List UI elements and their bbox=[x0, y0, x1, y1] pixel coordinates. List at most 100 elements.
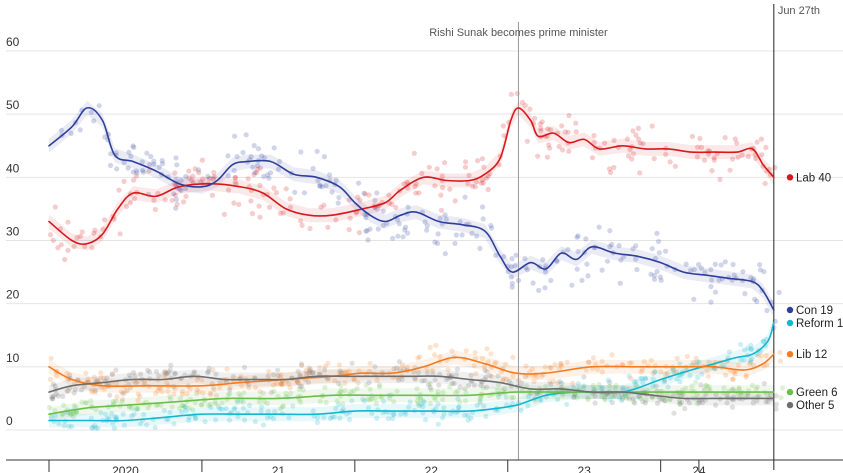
poll-dot bbox=[729, 376, 736, 383]
poll-dot bbox=[453, 232, 459, 238]
poll-dot bbox=[493, 359, 499, 365]
poll-dot bbox=[197, 179, 203, 185]
poll-dot bbox=[290, 403, 296, 409]
poll-dot bbox=[481, 164, 487, 170]
poll-dot bbox=[241, 364, 248, 370]
poll-dot bbox=[199, 157, 205, 163]
poll-dot bbox=[442, 251, 448, 257]
poll-dot bbox=[314, 419, 320, 426]
poll-dot bbox=[479, 204, 486, 210]
poll-dot bbox=[323, 400, 329, 406]
poll-dot bbox=[310, 370, 316, 376]
poll-dot bbox=[73, 409, 80, 415]
poll-dot bbox=[380, 222, 386, 229]
poll-dot bbox=[251, 172, 257, 178]
poll-dot bbox=[130, 143, 136, 149]
poll-dot bbox=[477, 400, 483, 406]
poll-dot bbox=[294, 378, 300, 384]
poll-dot bbox=[179, 403, 185, 409]
poll-dot bbox=[538, 397, 544, 403]
poll-dot bbox=[634, 266, 640, 273]
poll-dot bbox=[691, 296, 697, 302]
poll-dot bbox=[435, 231, 441, 237]
poll-dot bbox=[677, 401, 683, 408]
poll-dot bbox=[703, 391, 709, 397]
poll-dot bbox=[164, 370, 170, 377]
poll-dot bbox=[327, 415, 333, 421]
poll-dot bbox=[465, 383, 472, 389]
poll-dot bbox=[297, 372, 303, 378]
poll-dot bbox=[542, 364, 548, 370]
poll-dot bbox=[117, 231, 123, 237]
poll-dot bbox=[738, 357, 744, 363]
poll-dot bbox=[463, 348, 469, 354]
poll-dot bbox=[340, 401, 346, 407]
poll-dot bbox=[225, 173, 231, 179]
poll-dot bbox=[259, 153, 265, 159]
poll-dot bbox=[494, 387, 500, 393]
poll-dot bbox=[347, 416, 353, 423]
poll-dot bbox=[92, 387, 98, 393]
poll-dot bbox=[344, 411, 350, 417]
poll-dot bbox=[673, 369, 679, 375]
poll-dot bbox=[278, 381, 284, 387]
poll-dot bbox=[257, 389, 263, 395]
poll-dot bbox=[160, 161, 166, 167]
poll-dot bbox=[542, 285, 548, 291]
poll-dot bbox=[749, 382, 756, 388]
poll-dot bbox=[435, 401, 441, 407]
poll-dot bbox=[453, 390, 459, 396]
poll-dot bbox=[742, 291, 748, 297]
poll-dot bbox=[695, 400, 701, 407]
poll-dot bbox=[530, 280, 536, 286]
poll-dot bbox=[74, 409, 80, 415]
poll-dot bbox=[624, 136, 630, 142]
poll-dot bbox=[617, 280, 623, 286]
end-dot-lab bbox=[786, 174, 794, 181]
poll-dot bbox=[699, 400, 706, 406]
poll-dot bbox=[686, 400, 693, 406]
poll-dot bbox=[200, 176, 206, 182]
poll-dot bbox=[547, 379, 553, 385]
poll-dot bbox=[315, 415, 321, 421]
poll-dot bbox=[745, 392, 751, 398]
poll-dot bbox=[267, 414, 273, 420]
poll-dot bbox=[431, 352, 438, 358]
poll-dot bbox=[321, 154, 328, 160]
poll-dot bbox=[325, 224, 331, 230]
poll-dot bbox=[190, 407, 196, 413]
poll-dot bbox=[335, 380, 341, 386]
poll-dot bbox=[462, 398, 469, 404]
poll-dot bbox=[346, 368, 352, 374]
poll-dot bbox=[638, 395, 644, 401]
poll-dot bbox=[135, 379, 141, 385]
poll-dot bbox=[440, 415, 446, 421]
poll-dot bbox=[475, 158, 481, 164]
poll-dot bbox=[55, 393, 61, 399]
poll-dot bbox=[736, 385, 742, 391]
poll-dot bbox=[156, 164, 162, 170]
poll-dot bbox=[591, 386, 597, 392]
poll-dot bbox=[296, 386, 302, 392]
poll-dot bbox=[167, 367, 173, 373]
poll-dot bbox=[95, 425, 101, 431]
poll-dot bbox=[77, 233, 83, 239]
poll-dot bbox=[168, 362, 174, 368]
poll-dot bbox=[211, 174, 217, 180]
poll-dot bbox=[713, 391, 719, 398]
poll-dot bbox=[272, 408, 278, 415]
poll-dot bbox=[631, 379, 637, 385]
poll-dot bbox=[602, 397, 608, 403]
poll-dot bbox=[101, 217, 108, 223]
poll-dot bbox=[277, 406, 283, 412]
poll-dot bbox=[120, 391, 126, 397]
poll-dot bbox=[688, 267, 694, 274]
poll-dot bbox=[522, 373, 529, 379]
poll-dot bbox=[429, 367, 435, 373]
poll-dot bbox=[111, 425, 118, 431]
poll-dot bbox=[697, 135, 703, 142]
confidence-band-con bbox=[49, 100, 774, 317]
poll-dot bbox=[711, 157, 717, 163]
poll-dot bbox=[223, 405, 229, 412]
poll-dot bbox=[609, 241, 615, 247]
